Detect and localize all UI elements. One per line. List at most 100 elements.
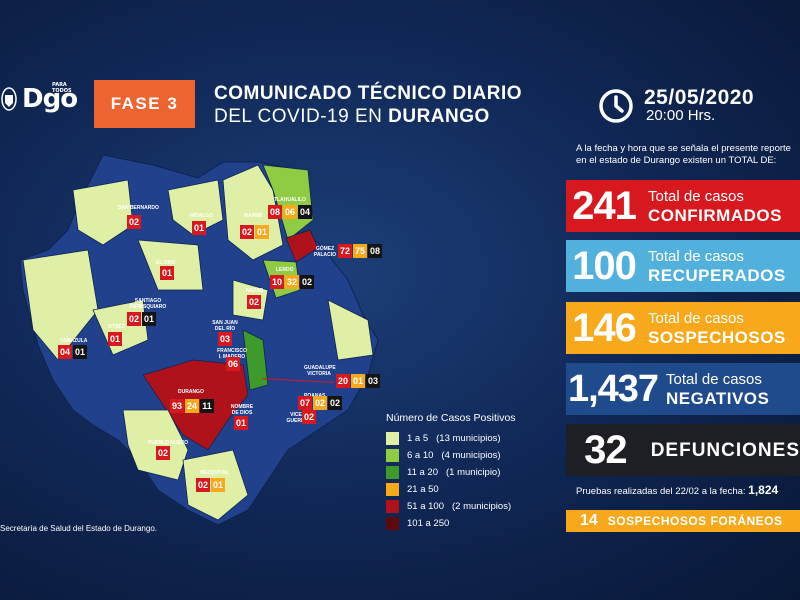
value-gomez-palacio-1: 72 xyxy=(338,244,352,258)
box-vicente-guerrero: 02 xyxy=(302,410,316,424)
box-otaez: 01 xyxy=(108,332,122,346)
label-mezquital: MEZQUITAL xyxy=(200,470,229,476)
value-mapimi-2: 01 xyxy=(255,225,269,239)
suspected-line1: Total de casos xyxy=(648,310,744,327)
title-line1: COMUNICADO TÉCNICO DIARIO xyxy=(214,83,523,104)
title-line2-prefix: DEL COVID-19 EN xyxy=(214,106,389,127)
region-tlahualilo xyxy=(262,164,314,241)
foreign-text: SOSPECHOSOS FORÁNEOS xyxy=(607,514,783,528)
logo-text: Dgo xyxy=(22,84,78,114)
label-durango: DURANGO xyxy=(178,389,204,395)
legend-row: 6 a 10 (4 municipios) xyxy=(386,447,516,464)
tests-line: Pruebas realizadas del 22/02 a la fecha:… xyxy=(576,483,778,497)
box-durango: 93 24 11 xyxy=(170,399,214,413)
title-line2: DEL COVID-19 EN DURANGO xyxy=(214,106,490,128)
label-san-bernardo: SAN BERNARDO xyxy=(118,205,159,211)
label-hidalgo: HIDALGO xyxy=(190,213,214,219)
legend-label: 6 a 10 xyxy=(407,450,434,461)
value-durango-2: 24 xyxy=(185,399,199,413)
clock-icon xyxy=(599,89,633,123)
label-otaez: OTÁEZ xyxy=(108,324,125,330)
legend-title: Número de Casos Positivos xyxy=(386,412,516,424)
label-nombre-de-dios: NOMBRE DE DIOS xyxy=(230,404,254,416)
value-guadalupe-3: 03 xyxy=(366,374,380,388)
value-gomez-palacio-2: 75 xyxy=(353,244,367,258)
value-san-bernardo-1: 02 xyxy=(127,215,141,229)
legend-row: 21 a 50 xyxy=(386,481,516,498)
confirmed-card: 241 Total de casos CONFIRMADOS xyxy=(566,180,800,232)
logo-wordmark: PARA TODOS Dgo xyxy=(22,82,78,114)
legend-note: (1 municipio) xyxy=(446,467,501,478)
box-mezquital: 02 01 xyxy=(196,478,225,492)
intro-note: A la fecha y hora que se señala el prese… xyxy=(576,143,800,167)
foreign-suspects-bar: 14 SOSPECHOSOS FORÁNEOS xyxy=(566,510,800,532)
value-mezquital-2: 01 xyxy=(211,478,225,492)
value-gomez-palacio-3: 08 xyxy=(368,244,382,258)
negative-card: 1,437 Total de casos NEGATIVOS xyxy=(566,363,800,415)
region-hidalgo xyxy=(167,179,224,236)
label-guadalupe-victoria: GUADALUPE VICTORIA xyxy=(304,365,336,377)
legend-swatch xyxy=(386,449,399,462)
label-nazas: NAZAS xyxy=(246,288,264,294)
region-el-oro xyxy=(137,239,204,291)
value-tamazula-1: 04 xyxy=(58,345,72,359)
value-mapimi-1: 02 xyxy=(240,225,254,239)
deaths-value: 32 xyxy=(584,427,627,472)
label-vicente-guerrero: VICENTE GUERRERO xyxy=(286,412,316,424)
value-nombre-de-dios-1: 01 xyxy=(234,416,248,430)
title-line2-state: DURANGO xyxy=(388,106,490,127)
value-tlahualilo-3: 04 xyxy=(298,205,312,219)
box-gomez-palacio: 72 75 08 xyxy=(338,244,382,258)
legend-swatch xyxy=(386,432,399,445)
deaths-card: 32 DEFUNCIONES xyxy=(566,424,800,476)
region-tamazula xyxy=(22,249,99,361)
negative-line1: Total de casos xyxy=(666,371,762,388)
recovered-value: 100 xyxy=(572,243,637,288)
box-hidalgo: 01 xyxy=(192,221,206,235)
legend-swatch xyxy=(386,483,399,496)
region-madero xyxy=(242,329,269,391)
tests-text: Pruebas realizadas del 22/02 a la fecha: xyxy=(576,486,746,497)
label-mapimi: MAPIMÍ xyxy=(244,213,263,219)
label-pueblo-nuevo: PUEBLO NUEVO xyxy=(148,440,189,446)
legend-row: 11 a 20 (1 municipio) xyxy=(386,464,516,481)
box-el-oro: 01 xyxy=(160,266,174,280)
box-mapimi: 02 01 xyxy=(240,225,269,239)
confirmed-value: 241 xyxy=(572,183,637,228)
box-poanas: 07 02 02 xyxy=(298,396,342,410)
value-lerdo-2: 32 xyxy=(285,275,299,289)
box-pueblo-nuevo: 02 xyxy=(156,446,170,460)
label-tamazula: TAMAZULA xyxy=(60,338,88,344)
box-san-bernardo: 02 xyxy=(127,215,141,229)
legend-swatch xyxy=(386,517,399,530)
value-vicente-guerrero-1: 02 xyxy=(302,410,316,424)
legend-row: 51 a 100 (2 municipios) xyxy=(386,498,516,515)
intro-line1: A la fecha y hora que se señala el prese… xyxy=(576,143,791,154)
label-san-juan-del-rio: SAN JUAN DEL RÍO xyxy=(212,320,238,332)
legend-label: 1 a 5 xyxy=(407,433,429,444)
value-santiago-1: 02 xyxy=(127,312,141,326)
negative-line2: NEGATIVOS xyxy=(666,389,770,408)
legend-note: (13 municipios) xyxy=(436,433,501,444)
box-nazas: 02 xyxy=(247,295,261,309)
value-poanas-2: 02 xyxy=(313,396,327,410)
confirmed-line2: CONFIRMADOS xyxy=(648,206,782,225)
legend-label: 51 a 100 xyxy=(407,501,444,512)
report-date: 25/05/2020 xyxy=(644,86,755,109)
recovered-card: 100 Total de casos RECUPERADOS xyxy=(566,240,800,292)
legend-row: 101 a 250 xyxy=(386,515,516,532)
legend-swatch xyxy=(386,466,399,479)
source-note: Secretaría de Salud del Estado de Durang… xyxy=(0,524,157,533)
legend-note: (4 municipios) xyxy=(441,450,501,461)
value-guadalupe-1: 20 xyxy=(336,374,350,388)
label-gomez-palacio: GÓMEZ PALACIO xyxy=(313,246,337,258)
map-legend: Número de Casos Positivos 1 a 5 (13 munic… xyxy=(386,412,516,532)
value-tlahualilo-2: 06 xyxy=(283,205,297,219)
logo-tagline: PARA TODOS xyxy=(52,82,72,94)
legend-note: (2 municipios) xyxy=(451,501,512,512)
region-pueblo-nuevo xyxy=(122,409,189,481)
legend-swatch xyxy=(386,500,399,513)
value-el-oro-1: 01 xyxy=(160,266,174,280)
legend-label: 101 a 250 xyxy=(407,518,450,529)
negative-value: 1,437 xyxy=(567,367,659,410)
